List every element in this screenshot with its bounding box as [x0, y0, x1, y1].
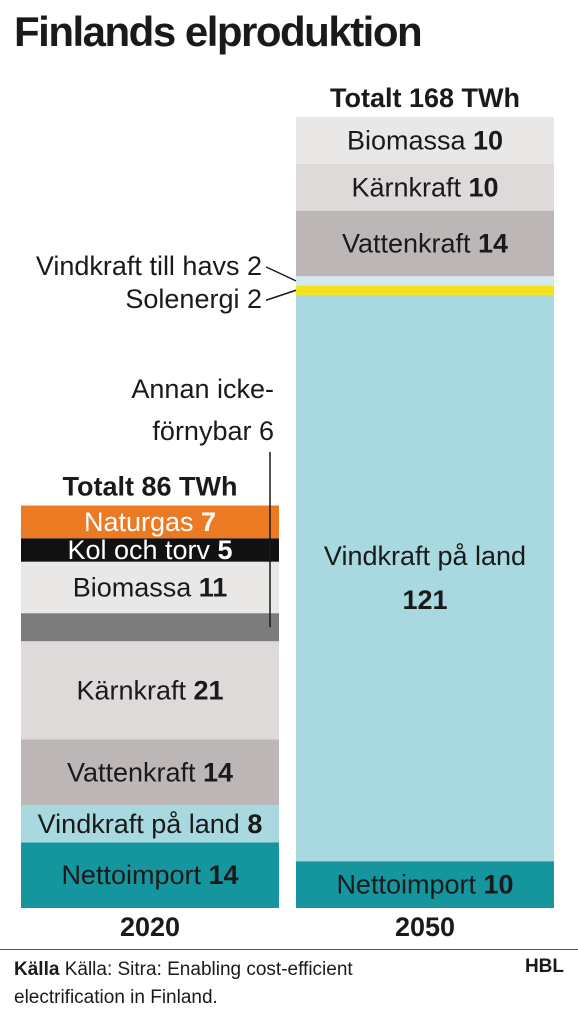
bar-segment-2050-solenergi [296, 285, 554, 295]
chart-title: Finlands elproduktion [14, 8, 423, 55]
segment-label-2050-vindkraft-på-land: Vindkraft på land 121 [324, 541, 526, 615]
publisher-logo: HBL [524, 956, 564, 977]
segment-label-2020-vattenkraft: Vattenkraft 14 [67, 757, 233, 787]
leader-line-solenergi [265, 289, 297, 301]
bar-segment-2050-vattenkraft [296, 210, 554, 277]
segment-label-2020-nettoimport: Nettoimport 14 [61, 860, 238, 890]
bar-segment-2020-kol-och-torv [21, 538, 279, 562]
segment-label-2020-vindkraft-på-land: Vindkraft på land 8 [38, 809, 263, 839]
footer-divider [0, 949, 578, 950]
segment-label-2050-biomassa: Biomassa 10 [347, 125, 503, 155]
segment-label-2020-naturgas: Naturgas 7 [84, 507, 216, 537]
leader-line-vindkraft-till-havs [265, 266, 297, 282]
segment-label-2020-biomassa: Biomassa 11 [73, 572, 228, 602]
segment-label-2050-kärnkraft: Kärnkraft 10 [351, 172, 498, 202]
bar-segment-2020-kärnkraft [21, 641, 279, 740]
bar-segment-2050-vindkraft-till-havs [296, 276, 554, 286]
bar-segment-2020-vindkraft-på-land [21, 805, 279, 843]
segment-label-2020-kol-och-torv: Kol och torv 5 [67, 535, 232, 565]
source-note: Källa Källa: Sitra: Enabling cost-effici… [14, 956, 434, 1012]
stacked-bar-chart: Nettoimport 14 Vindkraft på land 8 Vattenk… [21, 83, 554, 942]
segment-label-2050-vattenkraft: Vattenkraft 14 [342, 228, 508, 258]
year-label-2020: 2020 [120, 912, 180, 942]
annotation-solenergi: Solenergi 2 [125, 284, 262, 314]
bar-segment-2020-annan-icke-förnybar [21, 613, 279, 642]
year-label-2050: 2050 [395, 912, 455, 942]
segment-label-2020-kärnkraft: Kärnkraft 21 [76, 675, 223, 705]
total-label-2050: Totalt 168 TWh [330, 83, 520, 113]
bar-segment-2020-naturgas [21, 505, 279, 539]
annotation-vindkraft-till-havs: Vindkraft till havs 2 [36, 251, 262, 281]
bar-segment-2020-nettoimport [21, 842, 279, 908]
source-text: Källa: Sitra: Enabling cost-efficient el… [14, 959, 353, 1008]
bar-segment-2020-vattenkraft [21, 739, 279, 806]
bar-segment-2050-kärnkraft [296, 163, 554, 211]
bar-segment-2050-biomassa [296, 117, 554, 164]
bar-segment-2020-biomassa [21, 561, 279, 614]
segment-label-2050-nettoimport: Nettoimport 10 [336, 870, 513, 900]
bar-segment-2050-vindkraft-på-land [296, 294, 554, 862]
source-label: Källa [14, 959, 60, 980]
bar-segment-2050-nettoimport [296, 861, 554, 908]
total-label-2020: Totalt 86 TWh [63, 472, 238, 502]
annotation-annan-icke-fornybar: Annan icke-förnybar 6 [131, 374, 274, 446]
